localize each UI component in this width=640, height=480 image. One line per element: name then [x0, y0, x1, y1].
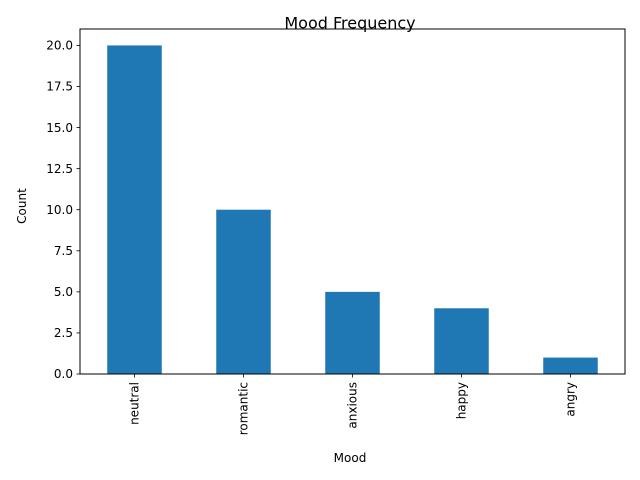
y-axis-label: Count: [15, 188, 29, 224]
y-tick-label: 15.0: [46, 121, 73, 135]
bar-happy: [434, 308, 489, 374]
bar-anxious: [325, 291, 380, 374]
y-tick-label: 0.0: [54, 367, 73, 381]
x-tick-label-happy: happy: [455, 382, 469, 419]
x-axis-label: Mood: [334, 451, 367, 465]
y-tick-label: 17.5: [46, 80, 73, 94]
y-tick-label: 7.5: [54, 244, 73, 258]
y-tick-label: 5.0: [54, 285, 73, 299]
bar-romantic: [216, 209, 271, 374]
bar-angry: [543, 357, 598, 374]
bar-neutral: [107, 45, 162, 375]
plot-area: 0.0 2.5 5.0 7.5 10.0 12.5 15.0 17.5 20.0 neutral r…: [46, 28, 626, 435]
x-tick-label-angry: angry: [564, 382, 578, 417]
y-tick-label: 12.5: [46, 162, 73, 176]
y-tick-label: 10.0: [46, 203, 73, 217]
x-tick-label-anxious: anxious: [346, 382, 360, 429]
x-tick-label-romantic: romantic: [237, 382, 251, 435]
x-tick-label-neutral: neutral: [128, 382, 142, 425]
y-tick-label: 20.0: [46, 39, 73, 53]
y-tick-label: 2.5: [54, 326, 73, 340]
chart-title: Mood Frequency: [284, 14, 415, 33]
